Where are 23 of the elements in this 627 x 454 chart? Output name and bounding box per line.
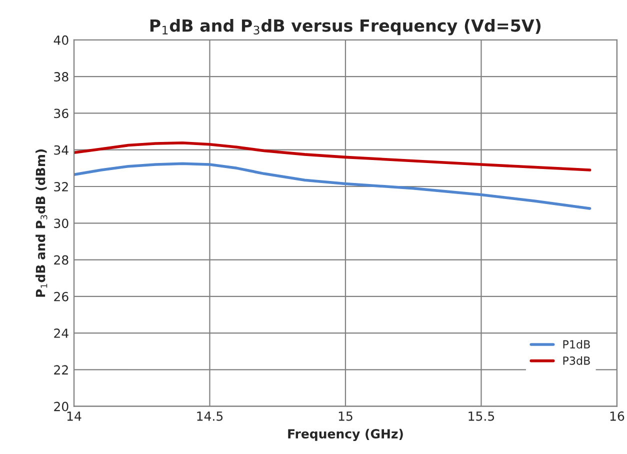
legend-label: P3dB <box>563 356 590 365</box>
y-tick-label: 30 <box>54 218 68 228</box>
y-tick-label: 22 <box>54 365 68 374</box>
y-tick-label: 36 <box>54 108 68 118</box>
y-tick-label: 26 <box>54 292 68 302</box>
y-axis-title: P$_{1}$dB and P$_{3}$dB (dBm) <box>36 149 48 297</box>
y-tick-label: 28 <box>54 255 68 265</box>
x-tick-label: 15 <box>338 412 352 421</box>
y-tick-label: 32 <box>54 182 68 192</box>
y-tick-label: 20 <box>54 402 68 412</box>
y-tick-label: 38 <box>54 72 68 82</box>
legend-label: P1dB <box>563 340 590 349</box>
line-series <box>74 142 592 172</box>
chart-title: P$_{1}$dB and P$_{3}$dB versus Frequency (Vd=5V) <box>150 18 541 36</box>
x-tick-label: 16 <box>610 411 624 421</box>
y-tick-label: 34 <box>54 145 68 155</box>
x-tick-label: 15.5 <box>468 412 494 421</box>
x-tick-label: 14.5 <box>197 412 223 421</box>
y-tick-label: 40 <box>54 35 68 45</box>
x-axis-title: Frequency (GHz) <box>288 428 403 442</box>
x-tick-label: 14 <box>67 412 82 421</box>
line-series <box>74 162 592 210</box>
y-tick-label: 24 <box>54 328 68 338</box>
